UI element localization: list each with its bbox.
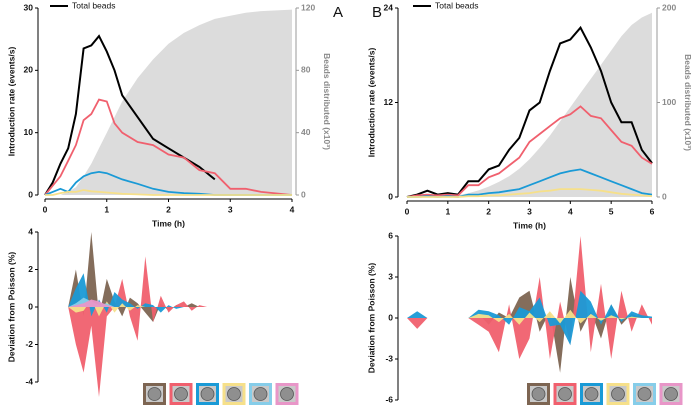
area [68, 297, 231, 307]
y-tick-label: 0 [28, 301, 33, 311]
x-tick-label: 2 [486, 206, 491, 216]
x-tick-label: 3 [527, 206, 532, 216]
y-tick-label: -6 [385, 394, 393, 404]
x-tick-label: 1 [445, 206, 450, 216]
area [68, 299, 231, 317]
y-tick-label: 10 [24, 127, 34, 137]
area [407, 277, 652, 373]
panel-label: B [372, 4, 382, 21]
x-tick-label: 3 [228, 204, 233, 214]
line [44, 34, 216, 196]
y-tick-label: 24 [384, 2, 394, 12]
bead-icon [200, 387, 215, 401]
y-tick-label: 0 [388, 191, 393, 201]
y-tick-label: 0 [28, 189, 33, 199]
line [406, 25, 653, 198]
y2-tick-label: 80 [301, 65, 311, 75]
y-tick-label: -3 [385, 353, 393, 363]
y-tick-label: 6 [388, 230, 393, 240]
y2-tick-label: 120 [301, 2, 315, 12]
area [68, 256, 231, 397]
bead-icon [664, 387, 678, 401]
y2-tick-label: 200 [662, 2, 676, 12]
x-tick-label: 6 [650, 206, 655, 216]
y-tick-label: 3 [388, 271, 393, 281]
y-tick-label: 20 [24, 65, 34, 75]
bead-icon [611, 387, 625, 401]
area [45, 9, 292, 195]
y2-axis-label: Beads distributed (x10³) [322, 53, 332, 150]
x-tick-label: 4 [290, 204, 295, 214]
x-tick-label: 2 [166, 204, 171, 214]
bead-icon [280, 387, 294, 401]
bead-icon [253, 387, 268, 401]
x-tick-label: 4 [568, 206, 573, 216]
y-tick-label: -4 [25, 376, 33, 386]
y2-tick-label: 40 [301, 127, 311, 137]
y-tick-label: 2 [28, 264, 33, 274]
y2-tick-label: 0 [662, 191, 667, 201]
y2-tick-label: 100 [662, 97, 676, 107]
y-tick-label: 4 [28, 226, 33, 236]
line [406, 105, 653, 198]
bead-icon [584, 387, 599, 401]
line [45, 189, 292, 196]
x-tick-label: 5 [609, 206, 614, 216]
y2-axis-label: Beads distributed (x10³) [683, 54, 693, 151]
bead-icon [531, 387, 546, 401]
area [407, 12, 652, 198]
area [68, 299, 231, 307]
bead-icon [174, 387, 188, 401]
line [407, 188, 653, 198]
x-axis-label: Time (h) [152, 218, 185, 228]
x-axis-label: Time (h) [513, 220, 546, 230]
y-tick-label: 30 [24, 2, 34, 12]
x-tick-label: 0 [43, 204, 48, 214]
line [44, 98, 293, 196]
legend-label: Total beads [435, 0, 478, 10]
bead-icon [147, 387, 162, 401]
area [68, 232, 231, 322]
bead-icon [558, 387, 572, 401]
y2-tick-label: 0 [301, 189, 306, 199]
area [407, 236, 652, 359]
y-axis-label: Deviation from Poisson (%) [6, 252, 16, 363]
y-axis-label: Introduction rate (events/s) [366, 48, 376, 158]
area [407, 309, 652, 325]
legend-label: Total beads [72, 0, 115, 10]
bead-icon [227, 387, 241, 401]
y-tick-label: -2 [25, 339, 33, 349]
panel-label: A [333, 4, 343, 21]
bead-icon [637, 387, 652, 401]
x-tick-label: 0 [405, 206, 410, 216]
y-tick-label: 12 [384, 97, 394, 107]
y-axis-label: Deviation from Poisson (%) [366, 263, 376, 374]
y-axis-label: Introduction rate (events/s) [6, 47, 16, 157]
y-tick-label: 0 [388, 312, 393, 322]
x-tick-label: 1 [104, 204, 109, 214]
